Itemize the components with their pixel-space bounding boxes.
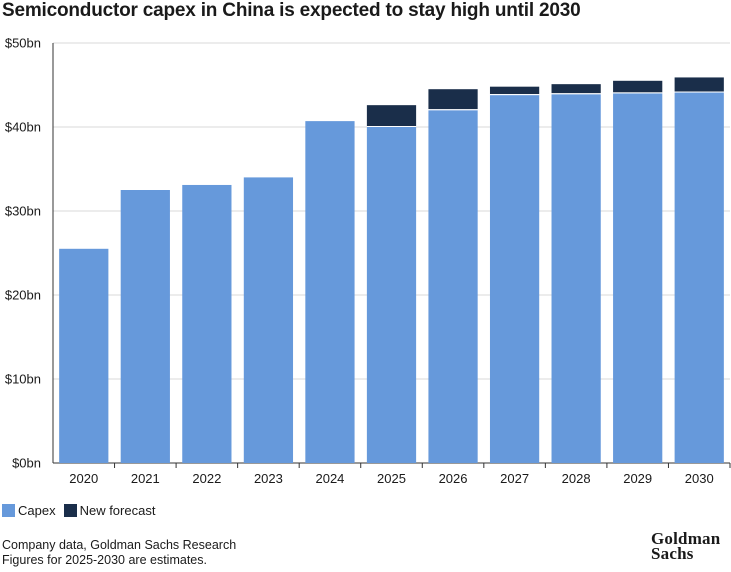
legend-item-new-forecast: New forecast [63, 503, 156, 518]
bar-capex [182, 184, 232, 463]
x-tick-label: 2023 [254, 471, 283, 486]
logo-line-2: Sachs [651, 544, 694, 563]
goldman-sachs-logo: Goldman Sachs [651, 529, 721, 563]
x-tick-label: 2027 [500, 471, 529, 486]
estimate-note: Figures for 2025-2030 are estimates. [2, 553, 207, 567]
bar-capex [551, 94, 601, 464]
source-note: Company data, Goldman Sachs Research Fig… [2, 538, 236, 568]
bar-new-forecast [489, 86, 540, 95]
bar-new-forecast [551, 84, 601, 94]
x-tick-label: 2022 [192, 471, 221, 486]
bar-new-forecast [613, 80, 663, 93]
x-tick-label: 2025 [377, 471, 406, 486]
bar-chart: $0bn $10bn $20bn $30bn $40bn $50bn 2020 2021 202… [5, 36, 731, 486]
logo-line-1: Goldman [651, 529, 721, 548]
legend-item-capex: Capex [2, 503, 56, 518]
bar-capex [674, 92, 724, 463]
bar-capex [489, 95, 540, 463]
bar-capex [59, 248, 109, 463]
y-tick-label: $40bn [5, 120, 41, 135]
x-tick-label: 2028 [562, 471, 591, 486]
y-tick-label: $30bn [5, 204, 41, 219]
x-tick-label: 2029 [623, 471, 652, 486]
y-tick-label: $50bn [5, 36, 41, 51]
bar-capex [243, 177, 294, 463]
chart-legend: Capex New forecast [2, 503, 163, 518]
bar-capex [428, 110, 478, 463]
bar-capex [305, 121, 355, 464]
bar-capex [120, 190, 170, 463]
x-tick-label: 2026 [439, 471, 468, 486]
x-tick-label: 2030 [685, 471, 714, 486]
bar-capex [613, 93, 663, 464]
legend-swatch-capex [2, 504, 15, 517]
x-tick-label: 2024 [315, 471, 344, 486]
chart-title: Semiconductor capex in China is expected… [2, 0, 581, 21]
legend-swatch-new-forecast [63, 504, 77, 517]
bar-new-forecast [674, 77, 724, 92]
bar-new-forecast [428, 89, 478, 110]
x-tick-label: 2020 [69, 471, 98, 486]
bar-new-forecast [366, 105, 417, 126]
y-tick-label: $20bn [5, 288, 41, 303]
source-line: Company data, Goldman Sachs Research [2, 538, 237, 552]
x-tick-label: 2021 [131, 471, 160, 486]
legend-label-capex: Capex [18, 503, 56, 518]
bar-capex [366, 127, 417, 463]
legend-label-new-forecast: New forecast [79, 503, 156, 518]
y-tick-label: $0bn [12, 456, 41, 471]
y-tick-label: $10bn [5, 372, 41, 387]
